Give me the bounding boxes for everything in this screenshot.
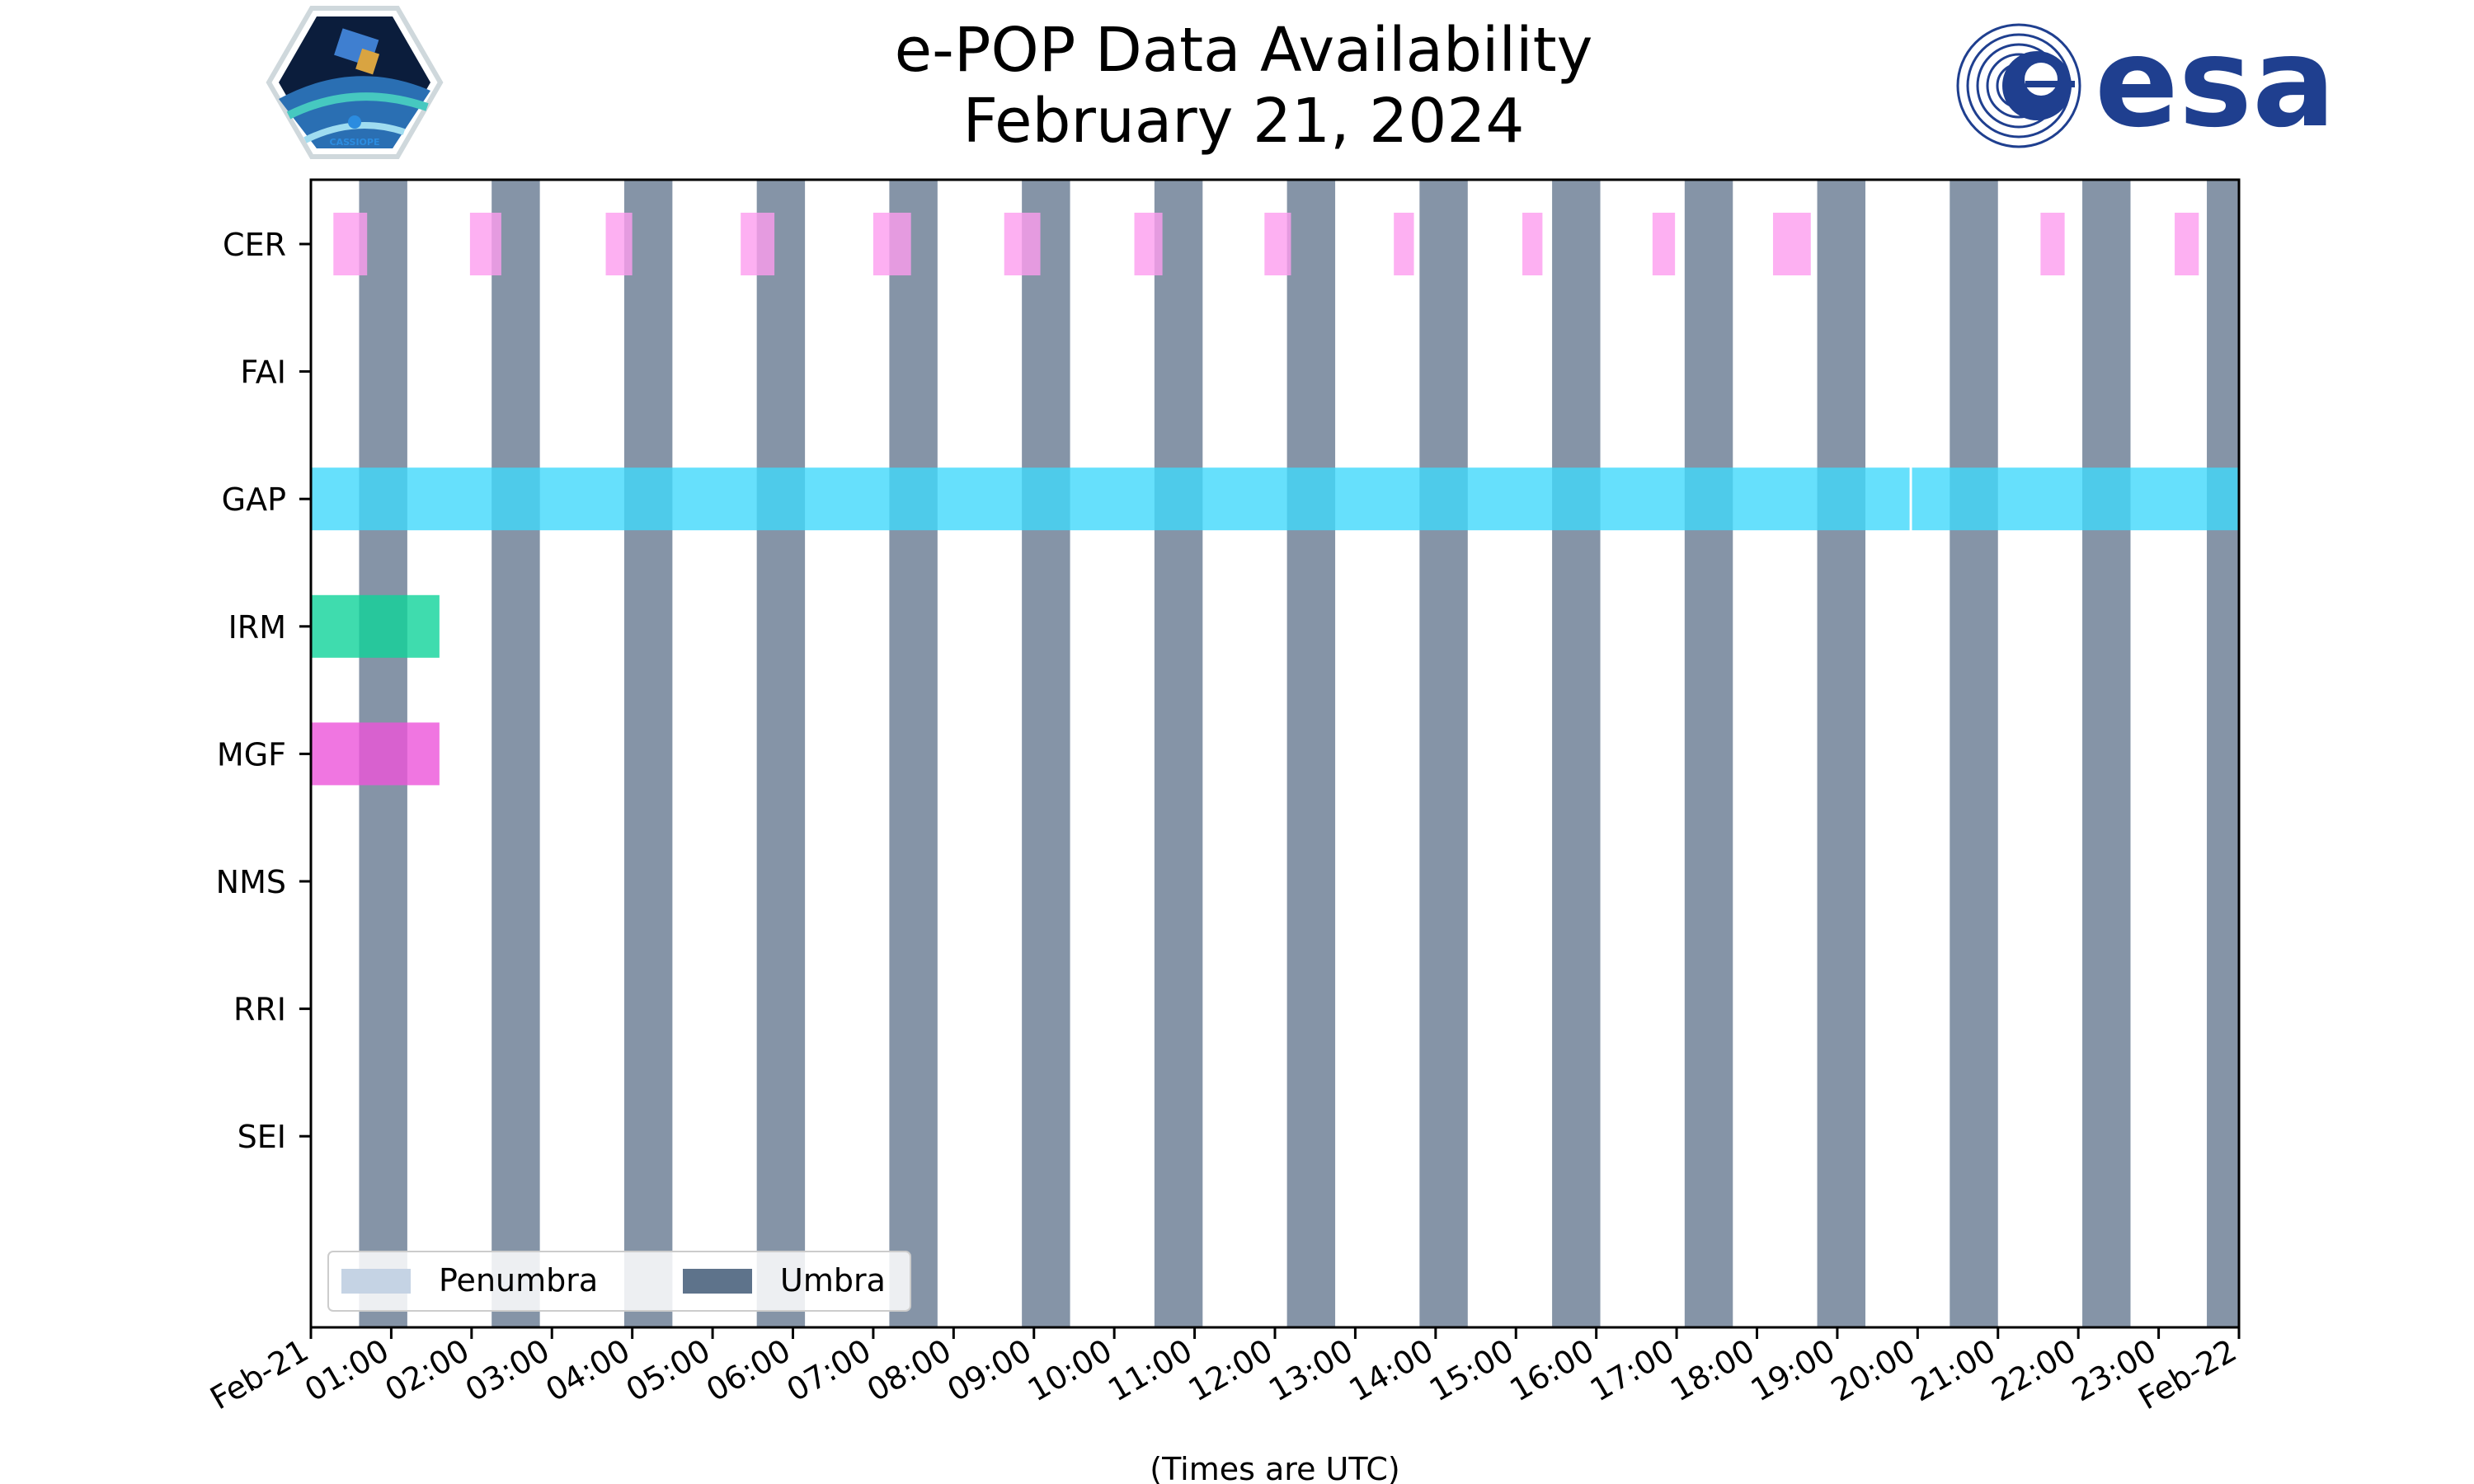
- x-tick-label: 22:00: [1986, 1332, 2082, 1409]
- x-tick-label: 20:00: [1825, 1332, 1921, 1409]
- y-tick-label-nms: NMS: [216, 864, 286, 900]
- x-tick-label: 05:00: [620, 1332, 717, 1409]
- x-tick-label: 04:00: [539, 1332, 636, 1409]
- legend-label-umbra: Umbra: [780, 1262, 886, 1298]
- x-tick-label: 02:00: [379, 1332, 475, 1409]
- y-tick-label-cer: CER: [223, 227, 286, 263]
- x-tick-label: 06:00: [700, 1332, 797, 1409]
- y-tick-label-mgf: MGF: [217, 736, 286, 773]
- availability-bar-gap: [311, 467, 1910, 531]
- availability-bar-cer: [469, 213, 501, 275]
- umbra-band: [1817, 180, 1866, 1327]
- x-tick-label: 11:00: [1102, 1332, 1198, 1409]
- x-axis-label: (Times are UTC): [1150, 1451, 1399, 1484]
- y-tick-label-rri: RRI: [233, 992, 286, 1028]
- availability-bars: [311, 213, 2239, 786]
- availability-bar-cer: [1004, 213, 1041, 275]
- umbra-band: [1286, 180, 1336, 1327]
- x-tick-label: 19:00: [1745, 1332, 1841, 1409]
- svg-text:CASSIOPE: CASSIOPE: [330, 137, 380, 148]
- legend: Penumbra Umbra: [327, 1251, 911, 1312]
- availability-bar-cer: [1134, 213, 1163, 275]
- availability-bar-irm: [311, 594, 440, 658]
- y-axis: CER FAI GAP IRM MGF NMS RRI SEI: [216, 227, 311, 1155]
- availability-bar-cer: [1394, 213, 1414, 275]
- umbra-band: [1419, 180, 1468, 1327]
- eclipse-shading: [359, 180, 2239, 1327]
- umbra-band: [1552, 180, 1601, 1327]
- legend-swatch-umbra: [683, 1269, 752, 1294]
- availability-bar-cer: [2175, 213, 2199, 275]
- availability-bar-cer: [605, 213, 633, 275]
- umbra-band: [1154, 180, 1203, 1327]
- umbra-band: [1950, 180, 1998, 1327]
- availability-bar-cer: [333, 213, 368, 275]
- x-tick-label: 01:00: [299, 1332, 395, 1409]
- umbra-band: [492, 180, 540, 1327]
- availability-bar-cer: [1264, 213, 1291, 275]
- availability-bar-cer: [2040, 213, 2065, 275]
- y-tick-label-gap: GAP: [222, 481, 286, 518]
- legend-label-penumbra: Penumbra: [439, 1262, 598, 1298]
- x-tick-label: 21:00: [1905, 1332, 2001, 1409]
- x-tick-label: 12:00: [1183, 1332, 1279, 1409]
- x-tick-label: 10:00: [1022, 1332, 1118, 1409]
- y-tick-label-fai: FAI: [240, 355, 286, 391]
- umbra-band: [1022, 180, 1070, 1327]
- x-tick-label: 16:00: [1503, 1332, 1600, 1409]
- x-tick-label: 13:00: [1263, 1332, 1359, 1409]
- availability-bar-cer: [1772, 213, 1811, 275]
- availability-bar-cer: [741, 213, 775, 275]
- x-tick-label: 09:00: [941, 1332, 1037, 1409]
- x-tick-label: 08:00: [861, 1332, 957, 1409]
- umbra-band: [2082, 180, 2131, 1327]
- umbra-band: [2207, 180, 2239, 1327]
- svg-text:esa: esa: [2095, 12, 2335, 155]
- availability-bar-cer: [1522, 213, 1543, 275]
- legend-swatch-penumbra: [341, 1269, 411, 1294]
- umbra-band: [889, 180, 938, 1327]
- chart-subtitle: February 21, 2024: [963, 86, 1525, 157]
- x-tick-label: 14:00: [1343, 1332, 1439, 1409]
- umbra-band: [756, 180, 806, 1327]
- availability-bar-cer: [872, 213, 911, 275]
- umbra-band: [623, 180, 673, 1327]
- chart-title: e-POP Data Availability: [895, 15, 1593, 86]
- x-tick-label: Feb-21: [204, 1332, 314, 1417]
- x-axis: Feb-2101:0002:0003:0004:0005:0006:0007:0…: [204, 1327, 2243, 1484]
- x-tick-label: 03:00: [459, 1332, 556, 1409]
- availability-bar-cer: [1652, 213, 1676, 275]
- umbra-band: [1684, 180, 1733, 1327]
- legend-box: [327, 1251, 911, 1312]
- esa-logo: esa: [1956, 12, 2335, 155]
- x-tick-label: 07:00: [781, 1332, 877, 1409]
- availability-bar-gap: [1912, 467, 2239, 531]
- cassiope-logo: CASSIOPE: [266, 6, 444, 159]
- x-tick-label: 15:00: [1423, 1332, 1520, 1409]
- availability-bar-mgf: [311, 722, 440, 786]
- y-tick-label-irm: IRM: [228, 609, 286, 646]
- x-tick-label: 17:00: [1584, 1332, 1681, 1409]
- y-tick-label-sei: SEI: [238, 1119, 286, 1155]
- x-tick-label: 18:00: [1664, 1332, 1761, 1409]
